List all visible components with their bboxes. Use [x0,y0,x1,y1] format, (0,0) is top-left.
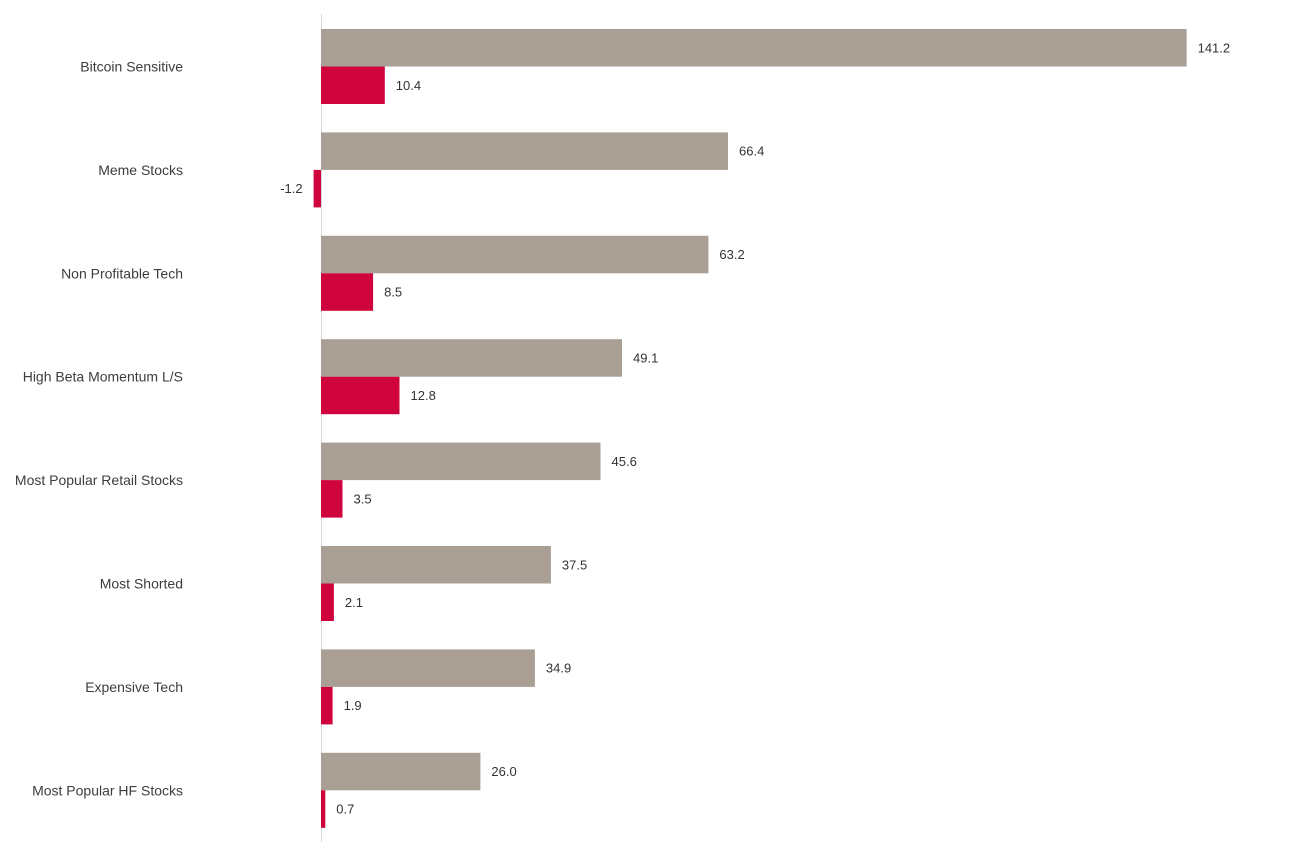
data-label: 8.5 [384,285,402,300]
bar [321,442,601,481]
bar [321,376,400,415]
data-label: 49.1 [633,351,658,366]
category-label: Meme Stocks [98,162,183,178]
category-label: Non Profitable Tech [61,265,183,281]
data-label: 66.4 [739,144,764,159]
data-label: 3.5 [354,491,372,506]
bar [321,235,709,274]
data-label: 63.2 [719,247,744,262]
data-label: 2.1 [345,595,363,610]
data-label: 26.0 [491,764,516,779]
category-labels: Bitcoin Sensitive Meme Stocks Non Profitab… [15,59,183,799]
data-label: 12.8 [411,388,436,403]
data-label: 1.9 [344,698,362,713]
category-label: Bitcoin Sensitive [80,59,183,75]
bar [313,169,321,208]
bar [321,686,333,725]
bar [321,546,551,584]
bar [321,790,326,828]
category-label: Most Popular HF Stocks [32,782,183,798]
data-label: -1.2 [280,181,302,196]
bar [321,132,728,170]
value-labels: 141.2 10.4 66.4 -1.2 63.2 8.5 49.1 12.8 45.6 3.5 3… [280,40,1230,816]
data-label: 45.6 [612,454,637,469]
category-label: Most Shorted [100,576,183,592]
data-label: 0.7 [336,802,354,817]
category-label: High Beta Momentum L/S [23,369,183,385]
data-label: 141.2 [1198,40,1231,55]
bar [321,480,343,518]
data-label: 37.5 [562,557,587,572]
bar-series [313,29,1187,828]
bar [321,273,374,311]
bar [321,649,535,687]
bar [321,583,334,621]
data-label: 10.4 [396,78,421,93]
category-label: Most Popular Retail Stocks [15,472,183,488]
bar [321,29,1187,67]
bar [321,66,385,104]
category-label: Expensive Tech [85,679,183,695]
bar [321,339,622,377]
data-label: 34.9 [546,661,571,676]
bar [321,752,481,791]
